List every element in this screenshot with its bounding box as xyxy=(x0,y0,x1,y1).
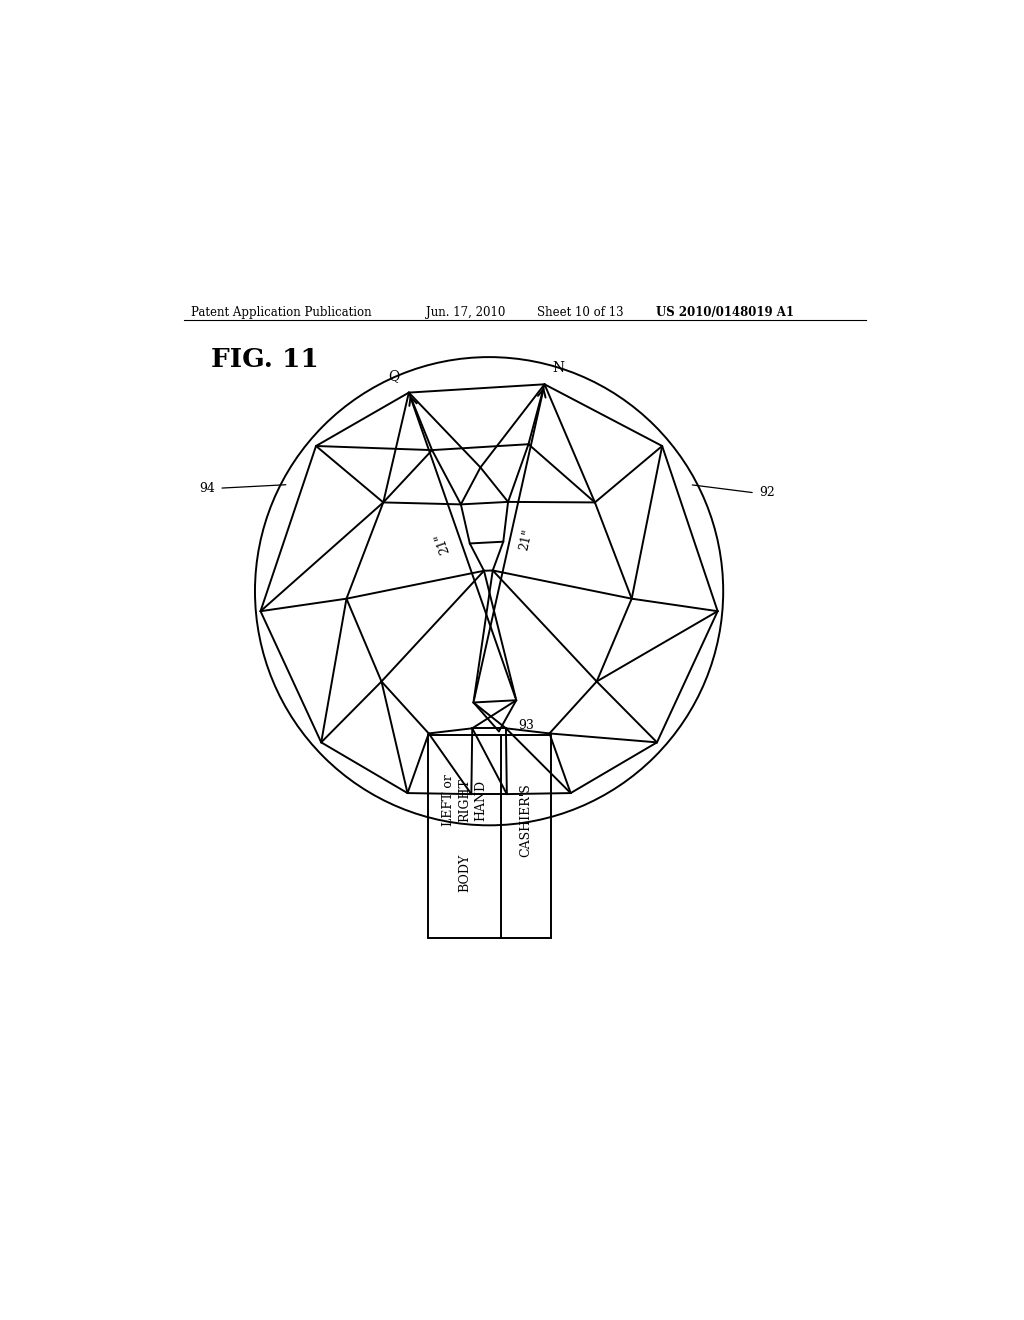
Text: 21": 21" xyxy=(518,528,536,552)
Text: 21": 21" xyxy=(433,531,453,554)
Text: Patent Application Publication: Patent Application Publication xyxy=(191,305,372,318)
Text: 93: 93 xyxy=(519,719,535,733)
Text: Q: Q xyxy=(388,370,399,383)
Text: N: N xyxy=(553,360,564,375)
Text: Sheet 10 of 13: Sheet 10 of 13 xyxy=(537,305,624,318)
Text: FIG. 11: FIG. 11 xyxy=(211,347,319,372)
Bar xyxy=(428,735,551,937)
Text: 94: 94 xyxy=(200,482,215,495)
Text: US 2010/0148019 A1: US 2010/0148019 A1 xyxy=(655,305,794,318)
Text: LEFT or
RIGHT
HAND: LEFT or RIGHT HAND xyxy=(442,774,487,826)
Text: Jun. 17, 2010: Jun. 17, 2010 xyxy=(426,305,505,318)
Text: 92: 92 xyxy=(759,486,775,499)
Text: BODY: BODY xyxy=(458,854,471,892)
Text: CASHIER'S: CASHIER'S xyxy=(519,784,532,857)
